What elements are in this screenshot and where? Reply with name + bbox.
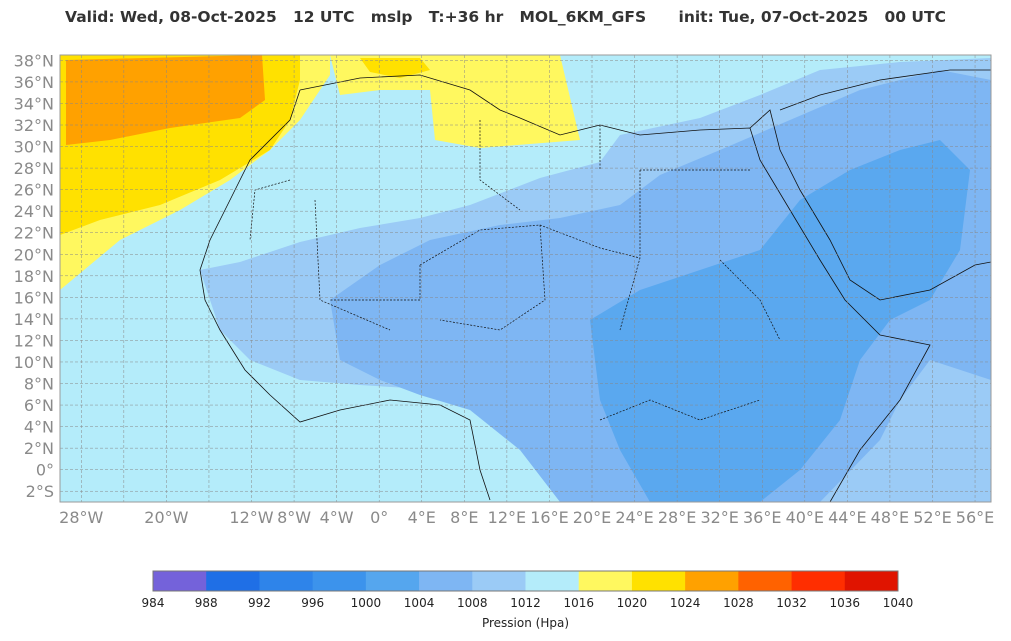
parameter: mslp <box>370 8 413 26</box>
lat-label: 8°N <box>24 375 54 394</box>
lon-label: 28°E <box>658 508 696 527</box>
lat-label: 26°N <box>14 181 54 200</box>
colorbar-swatch <box>578 571 633 591</box>
pressure-field-1024 <box>66 55 265 145</box>
colorbar-tick-label: 1036 <box>830 596 861 610</box>
lon-label: 0° <box>370 508 388 527</box>
lat-label: 34°N <box>14 94 54 113</box>
colorbar-tick-label: 992 <box>248 596 271 610</box>
colorbar-swatch <box>631 571 686 591</box>
country-borders <box>249 120 781 421</box>
graticule <box>60 55 991 502</box>
colorbar-swatch <box>153 571 207 591</box>
lat-label: 2°N <box>24 439 54 458</box>
colorbar-swatch <box>472 571 526 591</box>
lat-label: 16°N <box>14 288 54 307</box>
lat-label: 6°N <box>24 396 54 415</box>
colorbar-tick-label: 984 <box>142 596 165 610</box>
lon-label: 36°E <box>743 508 781 527</box>
colorbar-swatch <box>791 571 846 591</box>
colorbar-tick-label: 988 <box>195 596 218 610</box>
map-frame <box>59 54 992 503</box>
init-hour: 00 UTC <box>884 8 946 26</box>
pressure-field-1020-med <box>360 58 430 78</box>
valid-date: Valid: Wed, 08-Oct-2025 <box>65 8 277 26</box>
colorbar-swatch <box>259 571 314 591</box>
lat-label: 0° <box>36 461 54 480</box>
latitude-labels: 38°N 36°N 34°N 32°N 30°N 28°N 26°N 24°N 22°N 20°N… <box>14 51 54 501</box>
colorbar-tick-label: 1000 <box>351 596 382 610</box>
model-name: MOL_6KM_GFS <box>519 8 647 26</box>
init-date: init: Tue, 07-Oct-2025 <box>678 8 869 26</box>
colorbar-swatch <box>525 571 580 591</box>
colorbar: 984 988 992 996 1000 1004 1008 1012 1016 1020 1024… <box>142 570 914 630</box>
lat-label: 20°N <box>14 245 54 264</box>
valid-hour: 12 UTC <box>292 8 355 26</box>
lon-label: 44°E <box>828 508 866 527</box>
lat-label: 12°N <box>14 331 54 350</box>
lon-label: 4°E <box>408 508 436 527</box>
colorbar-swatch <box>312 571 367 591</box>
colorbar-swatch <box>419 571 473 591</box>
lon-label: 12°W <box>229 508 273 527</box>
lon-label: 20°W <box>144 508 188 527</box>
lon-label: 8°W <box>277 508 311 527</box>
lon-label: 24°E <box>615 508 653 527</box>
coastline-arabia <box>749 69 991 301</box>
lon-label: 40°E <box>786 508 824 527</box>
lat-label: 18°N <box>14 267 54 286</box>
colorbar-swatch <box>685 571 739 591</box>
lon-label: 4°W <box>320 508 354 527</box>
colorbar-tick-label: 1016 <box>563 596 594 610</box>
lon-label: 56°E <box>956 508 994 527</box>
colorbar-frame <box>152 570 899 592</box>
lat-label: 10°N <box>14 353 54 372</box>
lat-label: 4°N <box>24 418 54 437</box>
map-area <box>60 55 991 502</box>
lat-label: 30°N <box>14 138 54 157</box>
lon-label: 28°W <box>59 508 103 527</box>
lat-label: 24°N <box>14 202 54 221</box>
colorbar-swatch <box>365 571 420 591</box>
colorbar-title: Pression (Hpa) <box>482 616 569 630</box>
colorbar-tick-label: 1028 <box>723 596 754 610</box>
colorbar-swatch <box>738 571 793 591</box>
colorbar-tick-label: 996 <box>301 596 324 610</box>
pressure-field-1016-med <box>330 55 580 148</box>
colorbar-tick-label: 1008 <box>457 596 488 610</box>
lon-label: 20°E <box>573 508 611 527</box>
colorbar-swatch <box>206 571 260 591</box>
forecast-step: T:+36 hr <box>428 8 504 26</box>
colorbar-tick-label: 1004 <box>404 596 435 610</box>
map-title: Valid: Wed, 08-Oct-2025 12 UTC mslp T:+3… <box>0 8 1011 26</box>
lon-label: 8°E <box>450 508 478 527</box>
lon-label: 16°E <box>530 508 568 527</box>
colorbar-tick-label: 1040 <box>883 596 914 610</box>
lat-label: 28°N <box>14 159 54 178</box>
lat-label: 2°S <box>26 482 54 501</box>
longitude-labels: 28°W 20°W 12°W 8°W 4°W 0° 4°E 8°E 12°E 16°E 20°E 24… <box>59 508 994 527</box>
lat-label: 32°N <box>14 116 54 135</box>
lat-label: 14°N <box>14 310 54 329</box>
lon-label: 48°E <box>871 508 909 527</box>
pressure-field-1000 <box>590 140 970 502</box>
colorbar-swatch <box>844 571 899 591</box>
lon-label: 12°E <box>488 508 526 527</box>
lon-label: 52°E <box>913 508 951 527</box>
lat-label: 38°N <box>14 51 54 70</box>
colorbar-tick-label: 1020 <box>617 596 648 610</box>
colorbar-tick-label: 1032 <box>776 596 807 610</box>
coastline-africa <box>199 74 931 502</box>
colorbar-tick-label: 1012 <box>510 596 541 610</box>
lon-label: 32°E <box>700 508 738 527</box>
lat-label: 22°N <box>14 224 54 243</box>
colorbar-tick-label: 1024 <box>670 596 701 610</box>
lat-label: 36°N <box>14 73 54 92</box>
